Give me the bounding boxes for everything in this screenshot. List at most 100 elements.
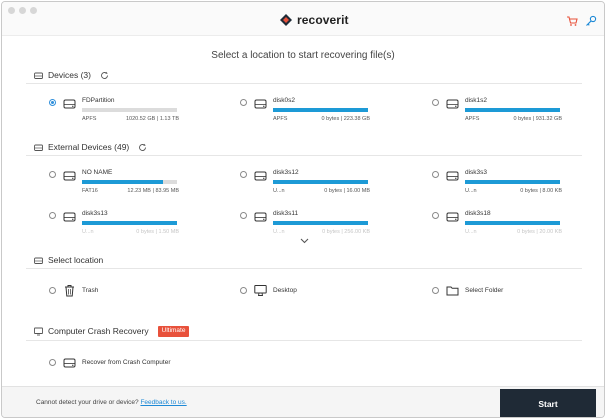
computer-icon: [34, 327, 43, 336]
device-usage-bar: [465, 108, 560, 112]
section-divider: [26, 155, 582, 156]
device-filesystem: U...n: [273, 229, 285, 235]
external-radio-disk3s18[interactable]: [432, 212, 439, 219]
title-bar: recoverit: [2, 2, 604, 36]
window-minimize-button[interactable]: [19, 7, 26, 14]
external-radio-disk3s12[interactable]: [240, 171, 247, 178]
device-size: 0 bytes | 256.00 KB: [322, 229, 370, 235]
location-radio-desktop[interactable]: [240, 287, 247, 294]
device-usage-bar: [82, 180, 177, 184]
device-name: NO NAME: [82, 169, 113, 176]
key-icon[interactable]: [585, 15, 597, 27]
device-radio-fdpartition[interactable]: [49, 99, 56, 106]
external-devices-section-label: External Devices (49): [48, 142, 130, 152]
recoverit-logo-icon: [280, 14, 292, 26]
hard-disk-icon: [63, 99, 76, 109]
device-filesystem: APFS: [465, 116, 480, 122]
device-name: disk3s3: [465, 169, 488, 176]
location-radio-trash[interactable]: [49, 287, 56, 294]
hard-disk-icon: [63, 212, 76, 222]
device-size: 12.23 MB | 83.95 MB: [127, 188, 179, 194]
device-filesystem: U...n: [465, 229, 477, 235]
device-radio-disk0s2[interactable]: [240, 99, 247, 106]
device-size: 0 bytes | 223.38 GB: [321, 116, 370, 122]
footer-bar: Cannot detect your drive or device? Feed…: [2, 386, 604, 417]
device-size: 0 bytes | 16.00 MB: [324, 188, 370, 194]
device-name: disk0s2: [273, 97, 296, 104]
device-usage-bar: [82, 221, 177, 225]
hard-disk-icon: [63, 171, 76, 181]
device-usage-bar: [465, 180, 560, 184]
feedback-link[interactable]: Feedback to us.: [140, 399, 187, 406]
app-name: recoverit: [297, 13, 349, 27]
hard-disk-icon: [446, 171, 459, 181]
section-divider: [26, 83, 582, 84]
external-radio-disk3s11[interactable]: [240, 212, 247, 219]
device-filesystem: FAT16: [82, 188, 98, 194]
device-filesystem: APFS: [82, 116, 97, 122]
drive-icon: [34, 72, 43, 79]
window-close-button[interactable]: [8, 7, 15, 14]
device-name: FDPartition: [82, 97, 115, 104]
crash-recovery-radio[interactable]: [49, 359, 56, 366]
start-button[interactable]: Start: [500, 389, 596, 417]
select-location-section-header: Select location: [34, 255, 103, 265]
device-filesystem: U...n: [82, 229, 94, 235]
drive-icon: [34, 144, 43, 151]
cart-icon[interactable]: [566, 15, 578, 27]
select-location-section-label: Select location: [48, 255, 104, 265]
device-name: disk3s12: [273, 169, 299, 176]
device-filesystem: APFS: [273, 116, 288, 122]
hard-disk-icon: [254, 171, 267, 181]
device-filesystem: U...n: [273, 188, 285, 194]
device-usage-bar: [465, 221, 560, 225]
crash-recovery-label: Recover from Crash Computer: [82, 359, 171, 366]
device-name: disk1s2: [465, 97, 488, 104]
device-usage-bar: [82, 108, 177, 112]
device-size: 0 bytes | 1.50 MB: [136, 229, 179, 235]
external-radio-disk3s13[interactable]: [49, 212, 56, 219]
device-size: 0 bytes | 20.00 KB: [517, 229, 562, 235]
drive-icon: [34, 257, 43, 264]
device-filesystem: U...n: [465, 188, 477, 194]
hard-disk-icon: [446, 212, 459, 222]
trash-icon: [65, 285, 74, 297]
app-brand: recoverit: [279, 12, 349, 28]
device-size: 0 bytes | 8.00 KB: [520, 188, 562, 194]
hard-disk-icon: [63, 358, 76, 368]
hard-disk-icon: [446, 99, 459, 109]
device-name: disk3s13: [82, 210, 108, 217]
page-title: Select a location to start recovering fi…: [211, 50, 395, 61]
location-label-trash: Trash: [82, 287, 99, 294]
footer-prompt-text: Cannot detect your drive or device?: [36, 399, 139, 406]
external-radio-no-name[interactable]: [49, 171, 56, 178]
location-radio-select-folder[interactable]: [432, 287, 439, 294]
monitor-icon: [254, 285, 267, 296]
crash-recovery-section-label: Computer Crash Recovery: [48, 326, 149, 337]
devices-section-label: Devices (3): [48, 70, 91, 80]
expand-chevron-down-icon[interactable]: [300, 238, 309, 244]
crash-recovery-section-header: Computer Crash Recovery Ultimate: [34, 326, 190, 337]
device-name: disk3s18: [465, 210, 491, 217]
device-radio-disk1s2[interactable]: [432, 99, 439, 106]
refresh-icon[interactable]: [100, 71, 109, 80]
device-usage-bar: [273, 108, 368, 112]
location-label-desktop: Desktop: [273, 287, 297, 294]
window-zoom-button[interactable]: [30, 7, 37, 14]
hard-disk-icon: [254, 99, 267, 109]
hard-disk-icon: [254, 212, 267, 222]
device-size: 1020.52 GB | 1.13 TB: [125, 116, 179, 122]
section-divider: [26, 340, 582, 341]
footer-prompt: Cannot detect your drive or device? Feed…: [36, 399, 187, 406]
device-size: 0 bytes | 931.32 GB: [513, 116, 562, 122]
device-usage-bar: [273, 180, 368, 184]
device-name: disk3s11: [273, 210, 299, 217]
refresh-icon[interactable]: [138, 143, 147, 152]
section-divider: [26, 268, 582, 269]
devices-section-header: Devices (3): [34, 70, 109, 80]
folder-icon: [446, 286, 459, 296]
external-radio-disk3s3[interactable]: [432, 171, 439, 178]
device-usage-bar: [273, 221, 368, 225]
ultimate-badge: Ultimate: [157, 326, 190, 337]
